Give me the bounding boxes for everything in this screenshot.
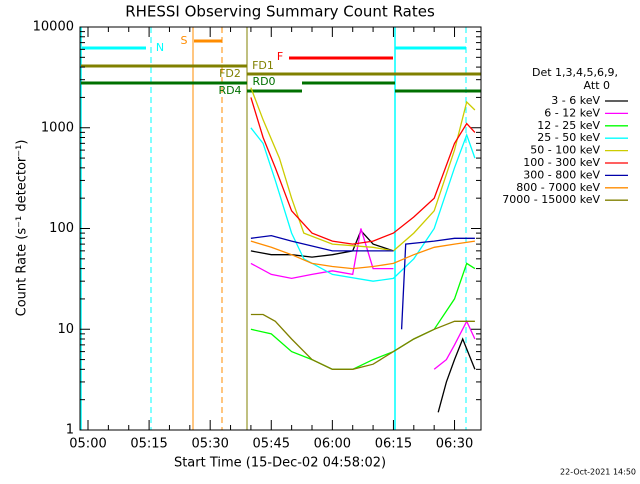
legend-title: Att 0 [584, 79, 610, 92]
legend-title: Det 1,3,4,5,6,9, [532, 66, 618, 79]
x-axis-label: Start Time (15-Dec-02 04:58:02) [174, 456, 386, 471]
y-axis-label: Count Rate (s⁻¹ detector⁻¹) [15, 140, 30, 317]
x-tick-label: 06:30 [436, 437, 473, 452]
chart-title: RHESSI Observing Summary Count Rates [125, 3, 435, 21]
state-label: FD2 [219, 67, 241, 80]
legend-label: 6 - 12 keV [544, 106, 600, 119]
series-line [250, 313, 475, 370]
legend-label: 100 - 300 keV [523, 156, 600, 169]
legend-label: 3 - 6 keV [551, 94, 600, 107]
series-line [250, 262, 476, 370]
series-line [250, 228, 476, 370]
series-line [250, 97, 476, 245]
state-label: FD1 [252, 59, 274, 72]
y-tick-label: 1000 [41, 120, 74, 135]
series-line [250, 127, 476, 282]
state-label: N [156, 41, 164, 54]
timestamp: 22-Oct-2021 14:50 [560, 468, 636, 477]
state-label: RD0 [252, 75, 275, 88]
x-tick-label: 05:30 [191, 437, 228, 452]
y-tick-label: 10000 [33, 20, 74, 35]
x-tick-label: 06:00 [314, 437, 351, 452]
y-tick-label: 10 [57, 322, 74, 337]
y-tick-label: 100 [49, 221, 74, 236]
state-label: F [277, 50, 283, 63]
series-line [250, 240, 475, 270]
legend-label: 50 - 100 keV [530, 144, 600, 157]
legend-label: 800 - 7000 keV [516, 181, 600, 194]
state-label: RD4 [218, 84, 241, 97]
state-markers: N S F FD1 FD2 RD0 RD4 [80, 27, 481, 430]
x-tick-label: 05:00 [69, 437, 106, 452]
plot-frame [79, 26, 482, 431]
series-line [250, 229, 476, 413]
legend-label: 300 - 800 keV [523, 168, 600, 181]
series-line [250, 87, 476, 252]
legend-label: 12 - 25 keV [537, 119, 600, 132]
x-tick-label: 05:45 [253, 437, 290, 452]
y-tick-label: 1 [66, 423, 74, 438]
legend-label: 7000 - 15000 keV [502, 193, 600, 206]
series-line [250, 234, 475, 330]
legend-label: 25 - 50 keV [537, 131, 600, 144]
x-tick-label: 06:15 [375, 437, 412, 452]
state-label: S [181, 34, 188, 47]
x-tick-label: 05:15 [130, 437, 167, 452]
